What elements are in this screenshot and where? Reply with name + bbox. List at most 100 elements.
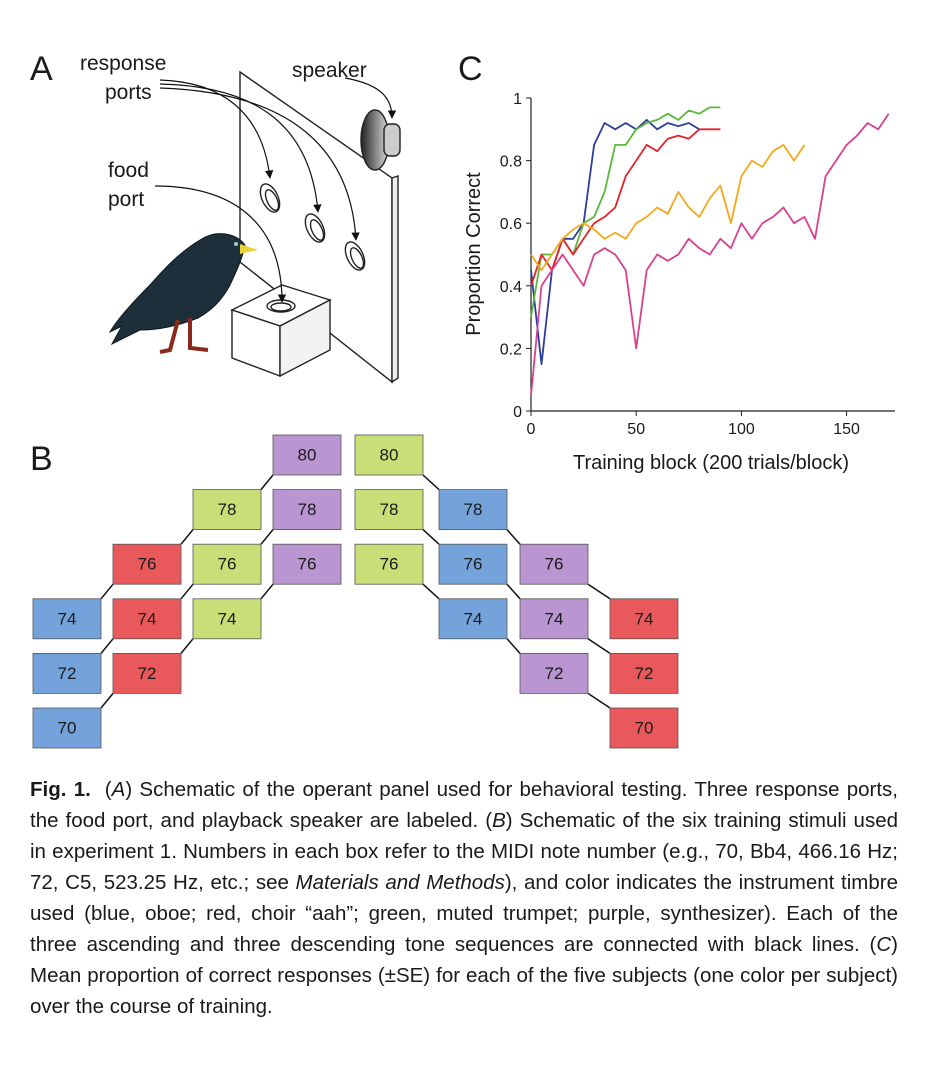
x-tick-label: 100 [728, 421, 755, 438]
note-number: 76 [545, 555, 564, 574]
note-box [112, 598, 182, 640]
x-axis-title: Training block (200 trials/block) [573, 452, 849, 474]
label-food-port: port [108, 188, 144, 211]
caption-text: ) Schematic of the six training stimuli … [30, 809, 898, 894]
y-tick-label: 0.4 [500, 279, 522, 296]
note-box [354, 489, 424, 531]
note-box [354, 543, 424, 585]
label-response-ports: ports [105, 81, 152, 104]
note-box [609, 598, 679, 640]
stimulus-diagram: 74 72 70 76 74 72 78 76 74 80 78 76 80 78 76 78 76 74 76 74… [32, 434, 679, 749]
panel-label: B [30, 440, 53, 478]
note-box [112, 543, 182, 585]
caption-text: ( [104, 778, 112, 801]
y-tick-label: 0.6 [500, 216, 522, 233]
sequence-link [100, 692, 114, 709]
note-number: 70 [635, 718, 654, 737]
note-number: 72 [138, 664, 157, 683]
series-line [530, 144, 806, 271]
note-box [519, 653, 589, 694]
note-box [609, 653, 679, 694]
note-box [272, 489, 342, 531]
note-box [112, 653, 182, 694]
note-number: 76 [138, 555, 157, 574]
sequence-link [422, 474, 440, 491]
caption-text: Materials and Methods [295, 871, 505, 894]
y-tick-label: 1 [513, 91, 522, 108]
caption-text: ), and color indicates the instrument ti… [30, 871, 898, 956]
sequence-link [587, 583, 611, 600]
caption-label: Fig. 1. [30, 778, 91, 801]
pointer-arrows [154, 77, 397, 303]
sequence-link [506, 529, 521, 545]
note-box [438, 598, 508, 640]
note-box [192, 489, 262, 531]
note-box [272, 434, 342, 476]
note-number: 78 [380, 500, 399, 519]
x-tick-label: 0 [527, 421, 536, 438]
note-number: 74 [58, 609, 77, 628]
note-number: 74 [218, 609, 237, 628]
y-tick-label: 0.8 [500, 154, 522, 171]
sequence-link [100, 583, 114, 600]
caption-text: B [492, 809, 506, 832]
sequence-link [422, 529, 440, 545]
x-tick-label: 150 [833, 421, 860, 438]
note-box [609, 707, 679, 749]
note-number: 72 [635, 664, 654, 683]
note-number: 76 [380, 555, 399, 574]
panel-label: A [30, 50, 53, 88]
x-tick-label: 50 [627, 421, 645, 438]
note-box [519, 598, 589, 640]
note-number: 78 [218, 500, 237, 519]
sequence-link [260, 474, 274, 491]
y-axis-title: Proportion Correct [463, 172, 485, 336]
note-box [438, 489, 508, 531]
figure: A B C response ports speaker food port 7… [30, 50, 895, 749]
sequence-link [260, 583, 274, 600]
note-number: 72 [545, 664, 564, 683]
note-number: 72 [58, 664, 77, 683]
note-box [32, 653, 102, 694]
note-box [192, 598, 262, 640]
note-box [192, 543, 262, 585]
label-response-ports: response [80, 52, 166, 75]
note-number: 74 [635, 609, 654, 628]
sequence-link [100, 638, 114, 654]
sequence-link [506, 583, 521, 600]
operant-panel-illustration [230, 70, 401, 384]
series-line [530, 113, 890, 396]
sequence-link [587, 692, 611, 709]
caption-text: C [876, 933, 892, 956]
series-line [530, 119, 700, 365]
figure-caption: Fig. 1. (A) Schematic of the operant pane… [30, 774, 898, 1022]
caption-text: A [111, 778, 126, 801]
label-food-port: food [108, 159, 149, 182]
sequence-link [587, 638, 611, 655]
note-number: 76 [464, 555, 483, 574]
panel-label: C [458, 50, 483, 88]
note-number: 78 [298, 500, 317, 519]
note-number: 80 [298, 445, 317, 464]
note-number: 76 [218, 555, 237, 574]
chart: Training block (200 trials/block) Propor… [463, 91, 895, 474]
bird [108, 233, 258, 354]
note-number: 78 [464, 500, 483, 519]
y-tick-label: 0.2 [500, 341, 522, 358]
note-number: 74 [138, 609, 157, 628]
note-number: 74 [464, 609, 483, 628]
note-number: 76 [298, 555, 317, 574]
series-line [530, 106, 721, 318]
note-number: 80 [380, 445, 399, 464]
sequence-link [422, 583, 440, 600]
caption-text: ) Mean proportion of correct responses (… [30, 933, 898, 1018]
note-box [32, 707, 102, 749]
sequence-link [180, 529, 194, 545]
series-line [530, 128, 721, 287]
note-box [354, 434, 424, 476]
note-number: 70 [58, 718, 77, 737]
caption-text: ) Schematic of the operant panel used fo… [30, 778, 898, 832]
sequence-link [260, 529, 274, 545]
label-speaker: speaker [292, 59, 367, 82]
